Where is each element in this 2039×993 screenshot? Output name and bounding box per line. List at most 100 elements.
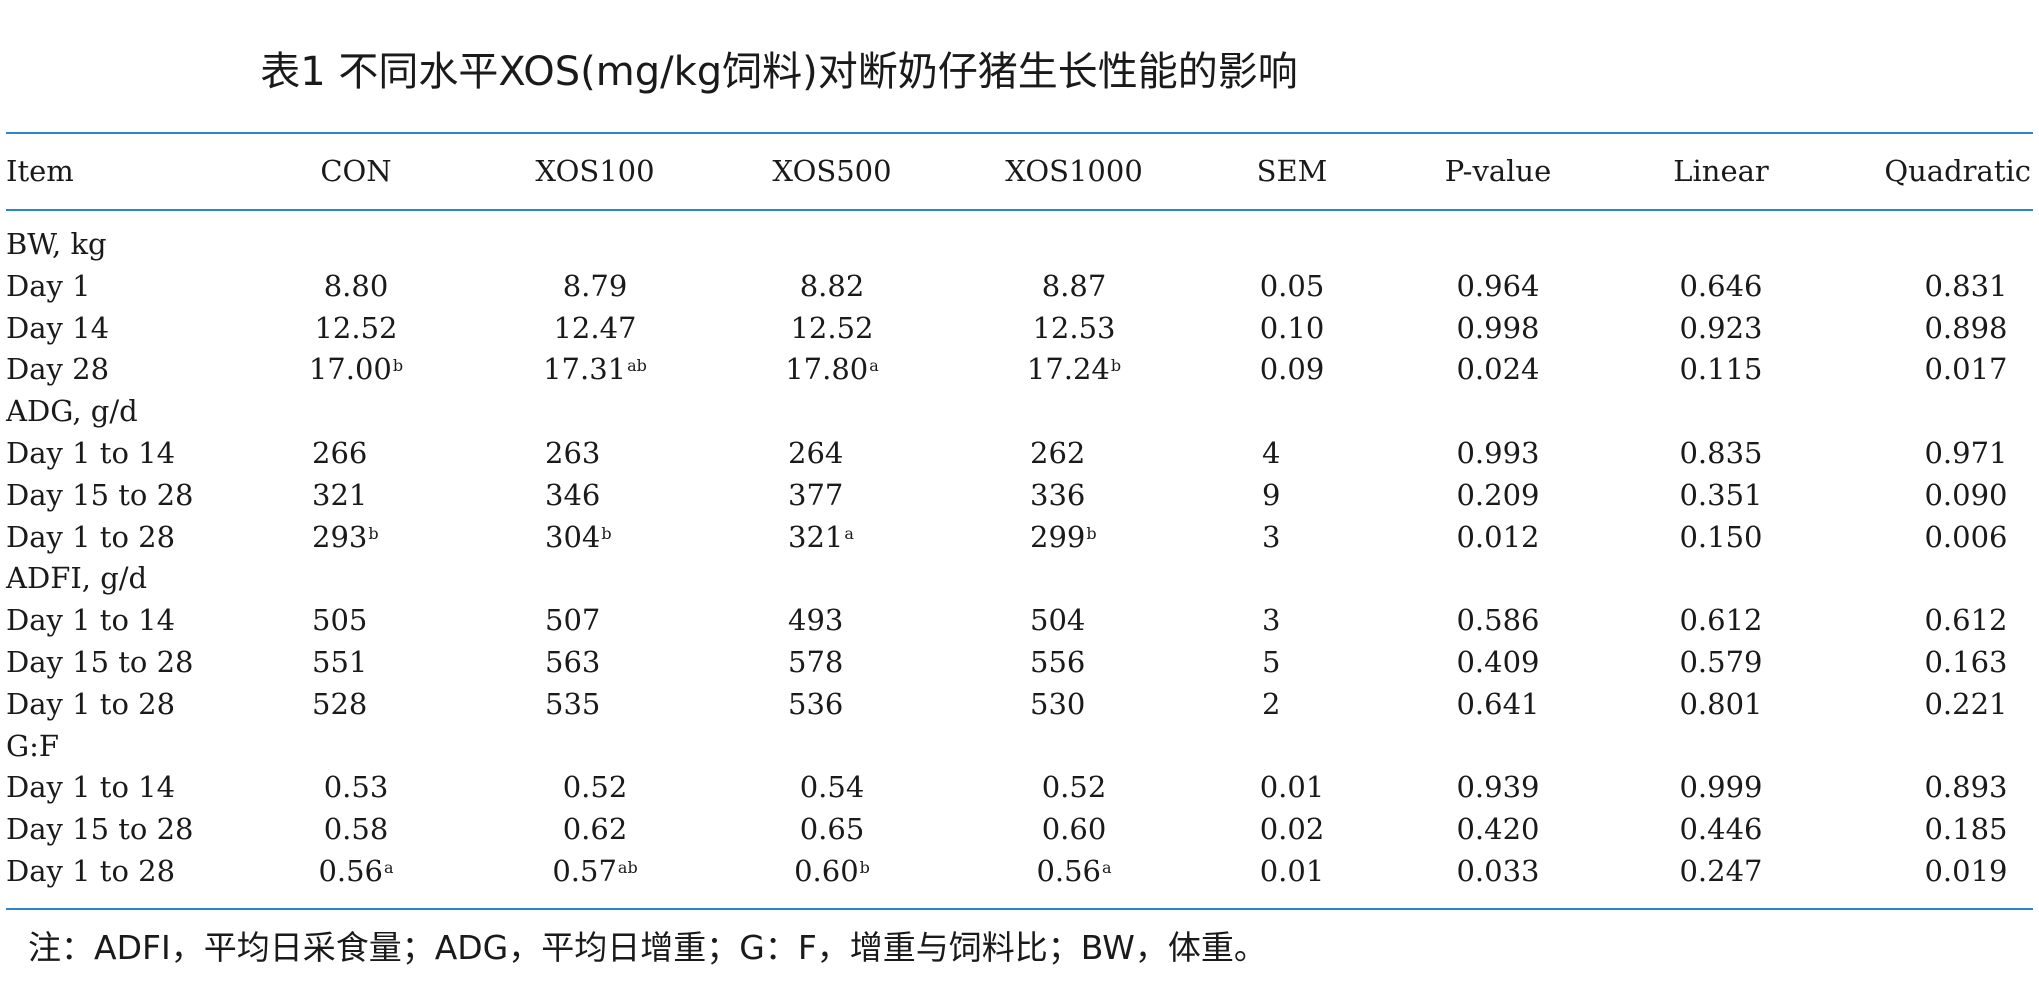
table-row: Day 1 to 28 0.56a 0.57ab 0.60b 0.56a 0.01 0.03… xyxy=(0,850,2039,892)
table-row: Day 15 to 28 0.58 0.62 0.65 0.60 0.02 0.420 0.4… xyxy=(0,808,2039,850)
value-text: 507 xyxy=(545,603,601,637)
header-cell: Quadratic xyxy=(1884,154,2031,188)
stat-cell: 4 xyxy=(1262,436,1281,470)
value-text: 304 xyxy=(545,520,601,554)
stat-cell: 0.09 xyxy=(1259,352,1325,386)
value-text: 17.00 xyxy=(308,352,392,386)
value-cell: 17.00b xyxy=(309,348,403,390)
stat-cell: 0.420 xyxy=(1456,812,1540,846)
significance-superscript: ab xyxy=(617,858,638,877)
value-text: 530 xyxy=(1030,687,1086,721)
stat-cell: 0.939 xyxy=(1456,770,1540,804)
significance-superscript: a xyxy=(384,858,394,877)
row-label: Day 1 to 28 xyxy=(6,687,176,721)
table-row: Day 1 to 28 293b 304b 321a 299b 3 0.012 0.150 0.… xyxy=(0,516,2039,558)
significance-superscript: b xyxy=(859,858,870,877)
value-text: 556 xyxy=(1030,645,1086,679)
value-text: 536 xyxy=(788,687,844,721)
group-label: G:F xyxy=(6,729,60,763)
value-cell: 12.53 xyxy=(1032,307,1115,349)
value-cell: 8.79 xyxy=(563,265,628,307)
top-rule xyxy=(6,132,2033,134)
stat-cell: 0.971 xyxy=(1924,436,2008,470)
stat-cell: 0.641 xyxy=(1456,687,1540,721)
value-text: 0.62 xyxy=(562,812,628,846)
header-cell: CON xyxy=(320,154,392,188)
value-cell: 530 xyxy=(1030,683,1085,725)
stat-cell: 0.998 xyxy=(1456,311,1540,345)
stat-cell: 0.646 xyxy=(1679,269,1763,303)
value-text: 0.58 xyxy=(323,812,389,846)
value-cell: 0.57ab xyxy=(552,850,637,892)
stat-cell: 0.579 xyxy=(1679,645,1763,679)
value-text: 0.57 xyxy=(552,854,617,888)
table-note: 注：ADFI，平均日采食量；ADG，平均日增重；G：F，增重与饲料比；BW，体重… xyxy=(28,928,1267,967)
value-cell: 263 xyxy=(545,432,600,474)
row-label: Day 1 to 14 xyxy=(6,603,176,637)
value-cell: 321a xyxy=(788,516,854,558)
value-cell: 8.80 xyxy=(324,265,389,307)
value-text: 0.56 xyxy=(318,854,384,888)
stat-cell: 0.351 xyxy=(1679,478,1763,512)
group-row: ADFI, g/d xyxy=(0,557,2039,599)
header-cell: Item xyxy=(6,154,74,188)
stat-cell: 0.163 xyxy=(1924,645,2008,679)
value-cell: 493 xyxy=(788,599,843,641)
significance-superscript: ab xyxy=(627,356,647,375)
value-text: 578 xyxy=(788,645,844,679)
stat-cell: 0.801 xyxy=(1679,687,1763,721)
value-cell: 551 xyxy=(312,641,367,683)
stat-cell: 0.05 xyxy=(1259,269,1325,303)
value-cell: 556 xyxy=(1030,641,1085,683)
stat-cell: 0.024 xyxy=(1456,352,1540,386)
stat-cell: 0.02 xyxy=(1259,812,1325,846)
value-cell: 0.62 xyxy=(563,808,628,850)
header-cell: Linear xyxy=(1673,154,1769,188)
value-text: 8.80 xyxy=(323,269,389,303)
significance-superscript: a xyxy=(869,356,879,375)
row-label: Day 15 to 28 xyxy=(6,812,194,846)
value-text: 0.60 xyxy=(794,854,859,888)
stat-cell: 0.019 xyxy=(1924,854,2008,888)
stat-cell: 0.017 xyxy=(1924,352,2008,386)
row-label: Day 28 xyxy=(6,352,110,386)
value-text: 263 xyxy=(545,436,601,470)
value-cell: 17.31ab xyxy=(543,348,647,390)
value-text: 377 xyxy=(788,478,844,512)
value-text: 336 xyxy=(1030,478,1086,512)
header-cell: XOS500 xyxy=(772,154,892,188)
stat-cell: 3 xyxy=(1262,603,1281,637)
value-text: 17.80 xyxy=(785,352,869,386)
value-cell: 536 xyxy=(788,683,843,725)
row-label: Day 14 xyxy=(6,311,110,345)
value-cell: 0.52 xyxy=(563,766,628,808)
value-cell: 0.58 xyxy=(324,808,389,850)
significance-superscript: b xyxy=(1110,356,1122,375)
header-cell: SEM xyxy=(1256,154,1328,188)
stat-cell: 0.033 xyxy=(1456,854,1540,888)
value-text: 0.54 xyxy=(799,770,865,804)
significance-superscript: b xyxy=(392,356,404,375)
stat-cell: 0.209 xyxy=(1456,478,1540,512)
header-rule xyxy=(6,209,2033,211)
value-cell: 0.54 xyxy=(800,766,865,808)
value-cell: 336 xyxy=(1030,474,1085,516)
value-text: 17.24 xyxy=(1026,352,1110,386)
table-row: Day 15 to 28 551 563 578 556 5 0.409 0.579 0.163 xyxy=(0,641,2039,683)
table-row: Day 14 12.52 12.47 12.52 12.53 0.10 0.998 0.923… xyxy=(0,307,2039,349)
value-text: 493 xyxy=(788,603,844,637)
row-label: Day 1 to 28 xyxy=(6,520,176,554)
table-header-row: Item CON XOS100 XOS500 XOS1000 SEM P-value Line… xyxy=(0,148,2039,190)
value-cell: 17.24b xyxy=(1027,348,1121,390)
stat-cell: 0.612 xyxy=(1679,603,1763,637)
value-text: 504 xyxy=(1030,603,1086,637)
stat-cell: 5 xyxy=(1262,645,1281,679)
row-label: Day 1 to 28 xyxy=(6,854,176,888)
stat-cell: 0.409 xyxy=(1456,645,1540,679)
value-text: 8.79 xyxy=(562,269,628,303)
stat-cell: 0.612 xyxy=(1924,603,2008,637)
value-text: 0.52 xyxy=(1041,770,1107,804)
group-label: ADG, g/d xyxy=(6,394,138,428)
value-cell: 262 xyxy=(1030,432,1085,474)
stat-cell: 2 xyxy=(1262,687,1281,721)
